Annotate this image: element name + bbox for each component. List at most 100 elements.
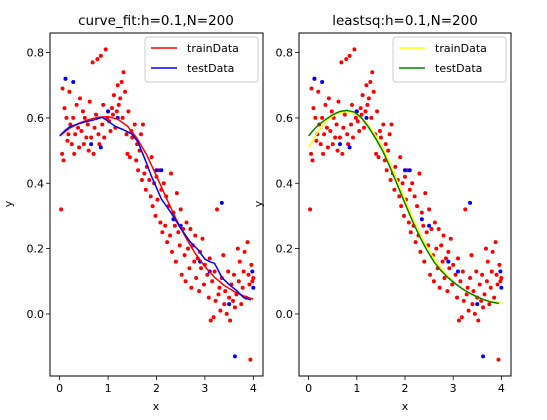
data-point — [324, 125, 329, 130]
data-point — [310, 158, 315, 163]
data-point — [381, 122, 386, 127]
data-point — [193, 233, 198, 238]
data-point — [74, 102, 79, 107]
data-point — [218, 308, 223, 313]
data-point — [340, 151, 345, 156]
data-point — [248, 357, 253, 362]
data-point — [399, 204, 404, 209]
data-point — [148, 194, 153, 199]
data-point — [169, 171, 174, 176]
y-tick-label: 0.2 — [276, 243, 294, 256]
data-point — [495, 282, 500, 287]
data-point — [168, 233, 173, 238]
data-point — [210, 279, 215, 284]
x-tick-label: 3 — [201, 382, 208, 395]
y-tick-label: 0.8 — [27, 47, 45, 60]
data-point — [155, 197, 160, 202]
subplot-title: curve_fit:h=0.1,N=200 — [78, 13, 234, 29]
data-point — [368, 80, 373, 84]
data-point — [474, 269, 479, 274]
data-point — [429, 227, 434, 231]
data-point — [114, 109, 119, 114]
data-point — [397, 194, 402, 199]
data-point — [240, 285, 245, 290]
data-point — [499, 285, 504, 290]
y-tick-label: 0.8 — [276, 47, 294, 60]
data-point — [132, 122, 137, 127]
data-point — [456, 318, 461, 323]
data-point — [84, 135, 89, 140]
data-point — [245, 240, 250, 245]
data-point — [139, 178, 144, 182]
data-point — [374, 151, 379, 156]
data-point — [158, 220, 163, 225]
data-point — [139, 132, 144, 137]
x-axis-label: x — [153, 400, 160, 413]
data-point — [153, 213, 158, 218]
data-point — [325, 145, 330, 150]
data-point — [487, 302, 492, 307]
data-point — [96, 132, 101, 137]
data-point — [499, 276, 504, 280]
subplot-title: leastsq:h=0.1,N=200 — [332, 13, 478, 29]
data-point — [247, 282, 252, 287]
data-point — [408, 230, 413, 235]
data-point — [124, 132, 129, 137]
data-point — [86, 148, 91, 153]
data-point — [87, 99, 92, 104]
data-point — [489, 269, 494, 274]
data-point — [493, 240, 498, 245]
data-point — [482, 292, 487, 297]
data-point — [413, 240, 418, 245]
data-point — [110, 112, 115, 117]
data-point — [322, 132, 327, 137]
data-point — [393, 164, 398, 169]
data-point — [471, 289, 476, 294]
data-point — [101, 102, 106, 107]
data-point — [459, 315, 464, 320]
data-point — [446, 259, 451, 264]
data-point — [72, 151, 77, 156]
data-point — [108, 129, 113, 133]
data-point — [431, 279, 436, 284]
data-point — [342, 112, 347, 117]
data-point — [403, 168, 407, 173]
data-point — [237, 259, 242, 264]
data-point — [445, 289, 450, 294]
data-point — [106, 109, 111, 114]
data-point — [477, 282, 482, 287]
data-point — [216, 292, 221, 297]
data-point — [378, 135, 383, 140]
data-point — [221, 253, 226, 258]
data-point — [211, 315, 216, 320]
data-point — [419, 210, 424, 215]
data-point — [177, 243, 182, 248]
data-point — [176, 230, 181, 235]
data-point — [355, 119, 360, 124]
data-point — [173, 259, 178, 264]
data-point — [483, 246, 488, 251]
data-point — [370, 70, 375, 75]
data-point — [82, 115, 87, 120]
data-point — [125, 151, 130, 156]
data-point — [97, 142, 102, 147]
data-point — [241, 269, 246, 274]
data-point — [309, 86, 314, 91]
data-point — [387, 132, 392, 137]
data-point — [235, 246, 240, 251]
data-point — [318, 142, 323, 147]
x-tick-label: 2 — [153, 382, 160, 395]
data-point — [59, 207, 64, 212]
data-point — [224, 311, 229, 316]
data-point — [219, 200, 224, 205]
y-axis-label: y — [2, 200, 15, 207]
y-tick-label: 0.4 — [27, 177, 45, 190]
data-point — [226, 269, 231, 274]
legend: trainData testData — [144, 36, 259, 83]
data-point — [360, 93, 365, 98]
data-point — [320, 80, 325, 84]
data-point — [188, 227, 193, 231]
data-point — [362, 125, 367, 130]
data-point — [73, 132, 78, 137]
data-point — [232, 354, 237, 359]
